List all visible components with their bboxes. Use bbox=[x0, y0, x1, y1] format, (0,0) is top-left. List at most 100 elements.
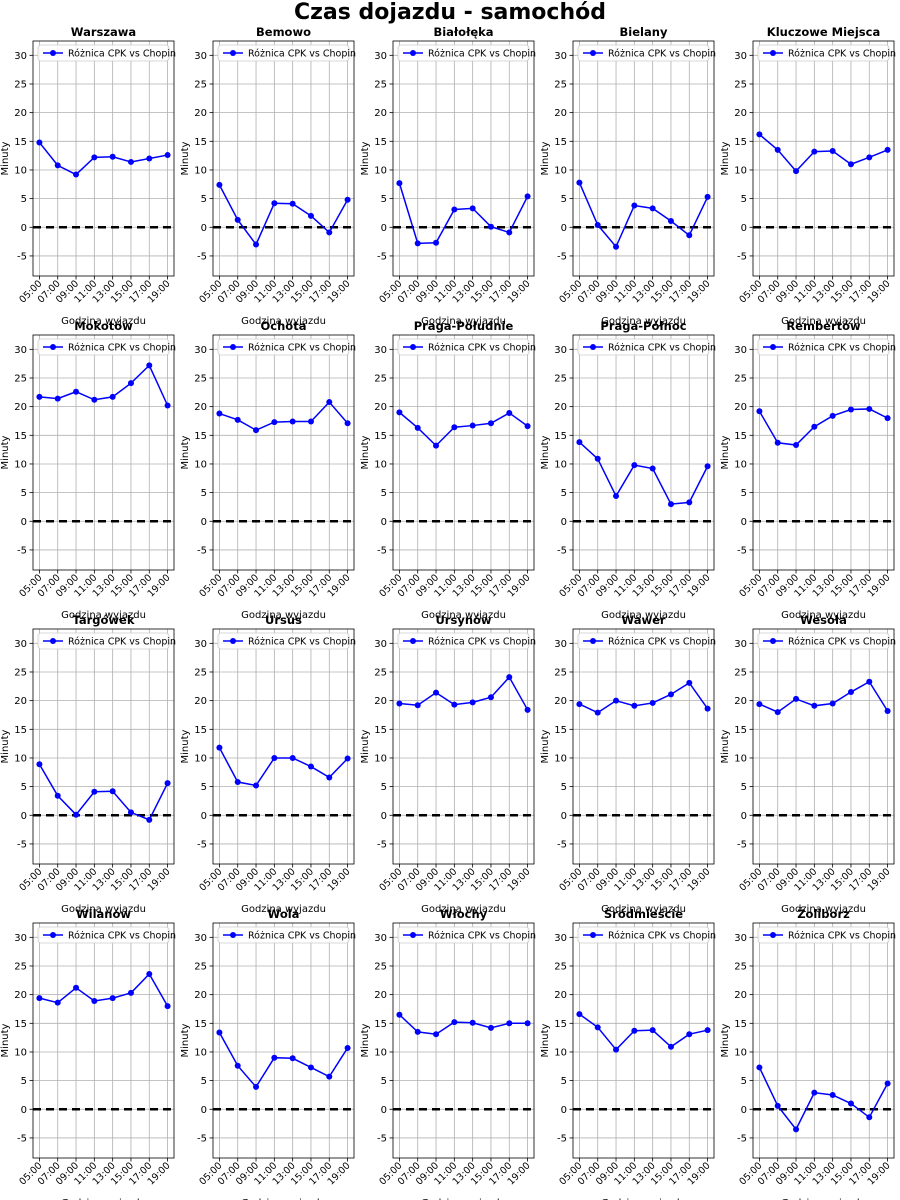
legend-marker bbox=[410, 344, 416, 350]
y-tick-label: 0 bbox=[21, 223, 27, 234]
y-tick-label: 20 bbox=[374, 696, 387, 707]
y-tick-label: 0 bbox=[21, 1105, 27, 1116]
data-point bbox=[506, 409, 513, 416]
y-axis-label: Minuty bbox=[0, 1023, 11, 1057]
y-axis-label: Minuty bbox=[0, 141, 11, 175]
y-tick-label: 20 bbox=[14, 696, 27, 707]
data-point bbox=[54, 162, 61, 169]
axes-frame bbox=[572, 334, 715, 571]
y-tick-label: -5 bbox=[557, 1133, 567, 1144]
legend-marker bbox=[50, 638, 56, 644]
data-point bbox=[884, 146, 891, 153]
subplot-7: -505101520253005:0007:0009:0011:0013:001… bbox=[180, 319, 356, 621]
data-point bbox=[506, 1020, 513, 1027]
legend-box bbox=[757, 44, 890, 62]
subplot-1: -505101520253005:0007:0009:0011:0013:001… bbox=[0, 25, 176, 327]
series-line bbox=[578, 182, 709, 249]
legend-box bbox=[217, 44, 350, 62]
data-point bbox=[234, 216, 241, 223]
x-axis-label: Godzina wyjazdu bbox=[61, 610, 146, 621]
data-point bbox=[433, 239, 440, 246]
legend-marker bbox=[590, 932, 596, 938]
legend-label: Różnica CPK vs Chopin bbox=[248, 49, 356, 60]
y-tick-label: 25 bbox=[554, 667, 567, 678]
legend-marker bbox=[410, 638, 416, 644]
series-line bbox=[758, 133, 888, 173]
y-tick-label: 5 bbox=[561, 488, 567, 499]
y-tick-label: 10 bbox=[554, 1047, 567, 1058]
subplot-title: Praga-Północ bbox=[600, 319, 686, 333]
data-point bbox=[146, 971, 153, 978]
y-tick-label: -5 bbox=[17, 839, 27, 850]
y-tick-label: 10 bbox=[14, 459, 27, 470]
legend-label: Różnica CPK vs Chopin bbox=[428, 49, 536, 60]
y-tick-label: 15 bbox=[554, 1019, 567, 1030]
axes-frame bbox=[572, 40, 715, 277]
legend-label: Różnica CPK vs Chopin bbox=[608, 931, 716, 942]
legend-label: Różnica CPK vs Chopin bbox=[68, 343, 176, 354]
data-point bbox=[234, 1062, 241, 1069]
axes-frame bbox=[572, 922, 715, 1159]
y-tick-label: 0 bbox=[201, 517, 207, 528]
data-point bbox=[216, 1029, 223, 1036]
legend-label: Różnica CPK vs Chopin bbox=[788, 343, 896, 354]
axes-frame bbox=[32, 40, 175, 277]
axes-frame bbox=[752, 628, 895, 865]
y-tick-label: 10 bbox=[374, 753, 387, 764]
x-axis-label: Godzina wyjazdu bbox=[601, 316, 686, 327]
data-point bbox=[344, 420, 351, 427]
data-point bbox=[649, 699, 656, 706]
legend-label: Różnica CPK vs Chopin bbox=[608, 49, 716, 60]
x-axis-label: Godzina wyjazdu bbox=[421, 316, 506, 327]
data-point bbox=[756, 131, 763, 138]
y-tick-label: 20 bbox=[194, 990, 207, 1001]
data-point bbox=[396, 180, 403, 187]
y-tick-label: 0 bbox=[201, 811, 207, 822]
series-line bbox=[758, 408, 888, 446]
x-axis-label: Godzina wyjazdu bbox=[781, 316, 866, 327]
data-point bbox=[686, 232, 693, 239]
x-axis-label: Godzina wyjazdu bbox=[781, 904, 866, 915]
legend: Różnica CPK vs Chopin bbox=[397, 338, 536, 356]
y-tick-label: 30 bbox=[734, 345, 747, 356]
y-axis-label: Minuty bbox=[360, 141, 371, 175]
legend: Różnica CPK vs Chopin bbox=[37, 44, 176, 62]
data-point bbox=[289, 1055, 296, 1062]
y-tick-label: 0 bbox=[561, 1105, 567, 1116]
y-tick-label: 10 bbox=[374, 1047, 387, 1058]
y-tick-label: 10 bbox=[14, 753, 27, 764]
x-axis-label: Godzina wyjazdu bbox=[241, 610, 326, 621]
y-tick-label: 30 bbox=[374, 345, 387, 356]
y-tick-label: 5 bbox=[201, 488, 207, 499]
y-tick-label: 0 bbox=[741, 811, 747, 822]
legend-label: Różnica CPK vs Chopin bbox=[788, 931, 896, 942]
axes-frame bbox=[572, 628, 715, 865]
data-point bbox=[54, 792, 61, 799]
y-tick-label: 5 bbox=[201, 782, 207, 793]
series-line bbox=[578, 441, 709, 505]
data-point bbox=[253, 241, 260, 248]
data-point bbox=[36, 393, 43, 400]
subplot-14: -505101520253005:0007:0009:0011:0013:001… bbox=[540, 613, 716, 915]
legend-label: Różnica CPK vs Chopin bbox=[428, 343, 536, 354]
data-point bbox=[127, 158, 134, 165]
y-tick-label: 5 bbox=[21, 1076, 27, 1087]
data-point bbox=[631, 202, 638, 209]
legend: Różnica CPK vs Chopin bbox=[757, 632, 896, 650]
y-tick-label: 25 bbox=[194, 373, 207, 384]
data-point bbox=[73, 171, 80, 178]
y-tick-label: 20 bbox=[734, 402, 747, 413]
subplot-title: Wawer bbox=[621, 613, 665, 627]
y-axis-label: Minuty bbox=[540, 729, 551, 763]
y-tick-label: 10 bbox=[734, 165, 747, 176]
series-line bbox=[398, 1014, 528, 1035]
data-point bbox=[307, 1064, 314, 1071]
data-point bbox=[326, 229, 333, 236]
axes-frame bbox=[212, 628, 355, 865]
y-tick-label: 30 bbox=[194, 639, 207, 650]
y-tick-label: -5 bbox=[17, 1133, 27, 1144]
axes-frame bbox=[32, 334, 175, 571]
y-axis-label: Minuty bbox=[0, 729, 11, 763]
y-axis-label: Minuty bbox=[0, 435, 11, 469]
data-point bbox=[613, 493, 620, 500]
